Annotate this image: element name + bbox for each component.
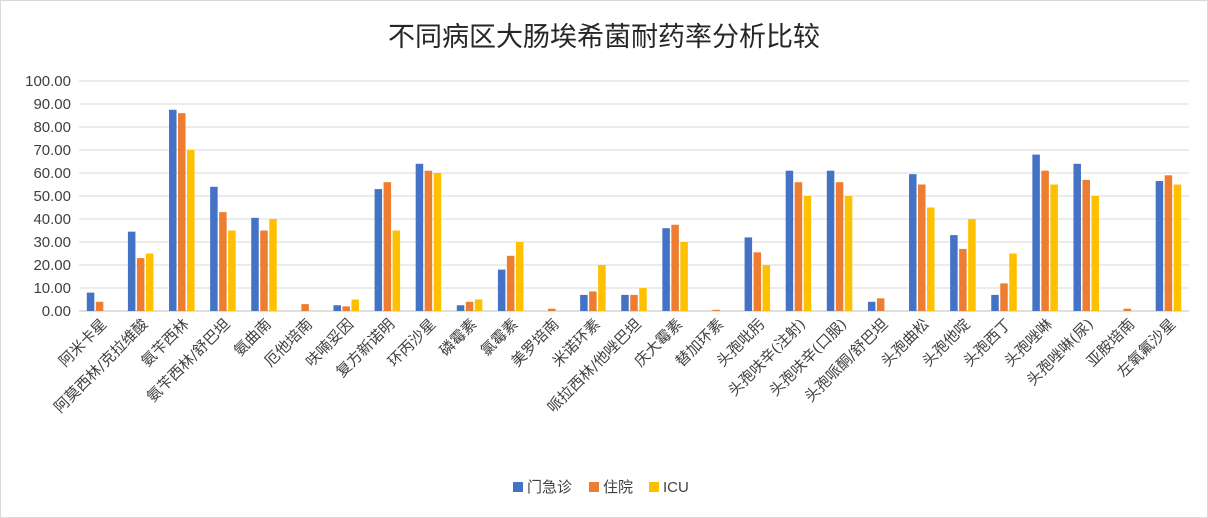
bar	[909, 174, 917, 311]
bar	[219, 212, 227, 311]
bar	[1050, 184, 1058, 311]
bar	[95, 301, 104, 311]
bar	[210, 186, 218, 311]
bar	[1123, 308, 1132, 311]
legend-label: ICU	[663, 479, 689, 496]
y-tick-label: 40.00	[33, 211, 71, 228]
bar	[1091, 196, 1099, 311]
bar	[260, 230, 268, 311]
y-axis-ticks: 0.00 10.00 20.00 30.00 40.00 50.00 60.00 70.00 8…	[25, 73, 71, 320]
bar	[950, 235, 958, 311]
bar	[835, 182, 844, 311]
legend-label: 住院	[603, 478, 633, 496]
bar	[383, 182, 392, 311]
bar	[630, 294, 638, 311]
bar	[927, 207, 935, 311]
bar	[1032, 154, 1040, 311]
y-tick-label: 100.00	[25, 73, 71, 90]
chart-title: 不同病区大肠埃希菌耐药率分析比较	[388, 22, 820, 53]
bar	[497, 269, 506, 311]
bar	[374, 189, 383, 311]
bar	[867, 301, 876, 311]
bar	[589, 291, 597, 311]
bar	[456, 305, 465, 311]
legend: 门急诊 住院 ICU	[513, 478, 689, 496]
bar	[301, 304, 309, 311]
bar	[580, 294, 588, 311]
bar	[918, 184, 926, 311]
bar	[621, 294, 629, 311]
bar	[671, 224, 679, 311]
bar	[548, 308, 556, 311]
bar	[598, 265, 606, 311]
bar	[744, 237, 753, 311]
bar	[127, 231, 136, 311]
bar	[187, 150, 195, 311]
bar	[1073, 163, 1081, 311]
bar	[1173, 184, 1182, 311]
y-tick-label: 90.00	[33, 96, 71, 113]
bar	[1082, 179, 1090, 311]
bar	[712, 309, 720, 311]
bar	[169, 109, 177, 311]
bar	[1000, 283, 1008, 311]
bar	[662, 228, 670, 311]
bar	[785, 170, 794, 311]
bar	[991, 294, 999, 311]
x-axis-category-labels: 阿米卡星阿莫西林/克拉维酸氨苄西林氨苄西林/舒巴坦氨曲南厄他培南呋喃妥因复方新诺…	[50, 315, 1179, 416]
bar	[424, 170, 433, 311]
y-tick-label: 60.00	[33, 165, 71, 182]
y-tick-label: 70.00	[33, 142, 71, 159]
bar	[251, 217, 259, 311]
bar	[392, 230, 401, 311]
bar	[826, 170, 835, 311]
bar	[86, 292, 95, 311]
bar	[228, 230, 236, 311]
bar	[794, 182, 803, 311]
y-tick-label: 80.00	[33, 119, 71, 136]
y-tick-label: 0.00	[42, 303, 71, 320]
x-category-label: 磷霉素	[436, 315, 481, 360]
bar	[1164, 175, 1173, 311]
bar	[136, 258, 145, 311]
bar	[753, 252, 762, 311]
bar	[506, 255, 515, 311]
bar	[465, 301, 474, 311]
y-tick-label: 30.00	[33, 234, 71, 251]
bar	[876, 298, 885, 311]
bar	[1041, 170, 1049, 311]
bar	[1155, 181, 1164, 311]
bar	[351, 299, 359, 311]
bar	[959, 248, 967, 311]
bar	[415, 163, 424, 311]
y-tick-label: 50.00	[33, 188, 71, 205]
bar	[515, 242, 524, 311]
bars	[86, 109, 1182, 311]
bar	[333, 305, 341, 311]
bar	[145, 253, 154, 311]
y-tick-label: 20.00	[33, 257, 71, 274]
legend-label: 门急诊	[527, 479, 572, 496]
legend-swatch	[513, 482, 523, 492]
bar	[762, 265, 771, 311]
bar	[968, 219, 976, 311]
bar	[680, 242, 688, 311]
bar	[474, 299, 483, 311]
bar	[433, 173, 442, 311]
bar	[803, 196, 812, 311]
legend-swatch	[589, 482, 599, 492]
bar	[844, 196, 853, 311]
bar	[1009, 253, 1017, 311]
legend-swatch	[649, 482, 659, 492]
bar	[178, 113, 186, 311]
bar	[342, 306, 350, 311]
bar	[269, 219, 277, 311]
y-tick-label: 10.00	[33, 280, 71, 297]
gridlines	[79, 80, 1189, 312]
bar	[639, 288, 647, 311]
